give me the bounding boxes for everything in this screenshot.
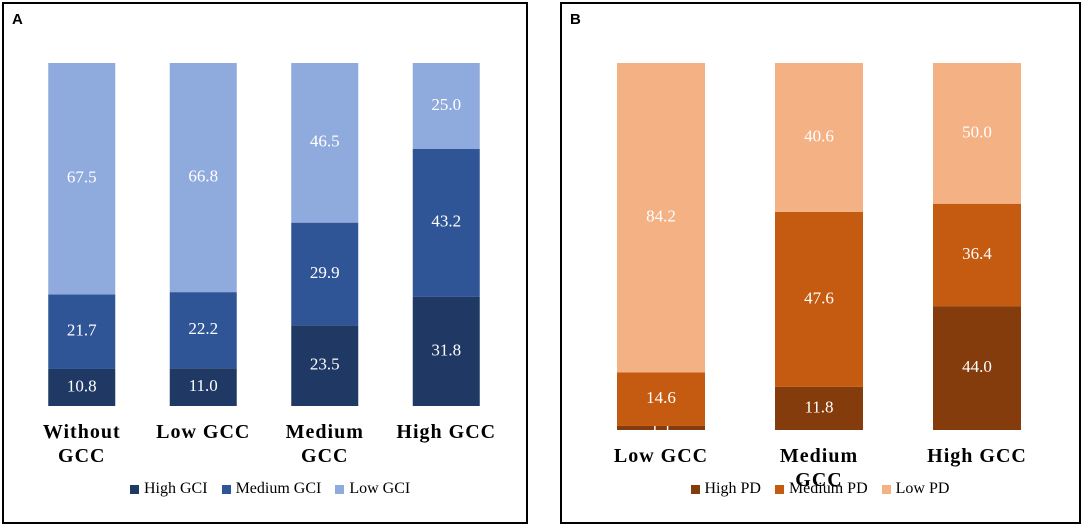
legend-swatch: [221, 484, 231, 494]
legend-label: Medium PD: [788, 480, 868, 497]
bar-segment: [291, 325, 359, 406]
x-tick-label: Medium GCC: [285, 421, 364, 467]
bar-segment: [617, 425, 705, 430]
data-label: 11.8: [804, 397, 833, 416]
legend-label: Low GCI: [349, 480, 411, 497]
bar-segment: [775, 386, 863, 430]
data-label: 44.0: [962, 357, 992, 376]
x-tick-label: Low GCC: [156, 421, 251, 443]
bar-segment: [169, 63, 237, 293]
data-label: 84.2: [646, 207, 676, 226]
legend: High GCI Medium GCI Low GCI: [130, 480, 410, 498]
bar-segment: [412, 63, 480, 149]
data-label: 36.4: [962, 244, 992, 263]
data-label: 50.0: [962, 122, 992, 141]
x-tick-label: Without GCC: [42, 421, 121, 467]
legend-item: Medium PD: [774, 480, 868, 498]
bar-segment: [48, 294, 116, 369]
panel-border: [2, 2, 528, 524]
bar-segment: [617, 63, 705, 373]
legend-label: Low PD: [895, 480, 950, 497]
x-tick-label: High GCC: [927, 445, 1027, 467]
data-label: 40.6: [804, 126, 834, 145]
bar-segment: [48, 368, 116, 406]
data-label: 46.5: [310, 132, 340, 151]
data-label: 25.0: [431, 95, 461, 114]
bar-segment: [291, 63, 359, 223]
data-label: 14.6: [646, 388, 676, 407]
bar-segment: [169, 368, 237, 406]
legend-swatch: [130, 484, 139, 494]
legend-swatch: [881, 484, 891, 494]
x-tick-label: High GCC: [396, 421, 497, 443]
data-label: 47.6: [804, 288, 834, 307]
data-label: 31.8: [431, 340, 461, 359]
data-label: 43.2: [431, 212, 461, 231]
x-tick-label: Medium GCC: [779, 445, 859, 491]
bar-segment: [48, 63, 116, 295]
legend-label: High PD: [704, 480, 761, 497]
legend-label: High GCI: [144, 480, 208, 497]
legend-swatch: [690, 484, 700, 494]
legend-item: High PD: [690, 480, 761, 498]
data-label: 66.8: [188, 166, 218, 185]
panel-label: A: [12, 11, 23, 28]
bar-segment: [933, 306, 1021, 430]
legend-swatch: [335, 484, 345, 494]
data-label: 21.7: [67, 321, 97, 340]
legend-item: Medium GCI: [221, 480, 322, 498]
panel-border: [560, 2, 1081, 524]
bar-segment: [291, 222, 359, 326]
data-label: 67.5: [67, 168, 97, 187]
data-label: 22.2: [188, 319, 218, 338]
bar-segment: [933, 203, 1021, 307]
legend-swatch: [774, 484, 784, 494]
bar-segment: [775, 63, 863, 213]
bar-segment: [412, 148, 480, 297]
data-label: 29.9: [310, 263, 340, 282]
panel-label: B: [570, 11, 581, 28]
bar-segment: [412, 296, 480, 406]
legend-label: Medium GCI: [235, 480, 322, 497]
legend: High PD Medium PD Low PD: [690, 480, 950, 498]
data-label: 11.0: [189, 376, 218, 395]
legend-item: Low PD: [881, 480, 950, 498]
data-label: 10.8: [67, 376, 97, 395]
legend-item: High GCI: [130, 480, 208, 498]
bar-segment: [169, 292, 237, 369]
data-label: 23.5: [310, 355, 340, 374]
bar-segment: [933, 63, 1021, 204]
bar-segment: [775, 212, 863, 387]
bar-segment: [617, 372, 705, 426]
x-tick-label: Low GCC: [613, 445, 709, 467]
legend-item: Low GCI: [335, 480, 410, 498]
